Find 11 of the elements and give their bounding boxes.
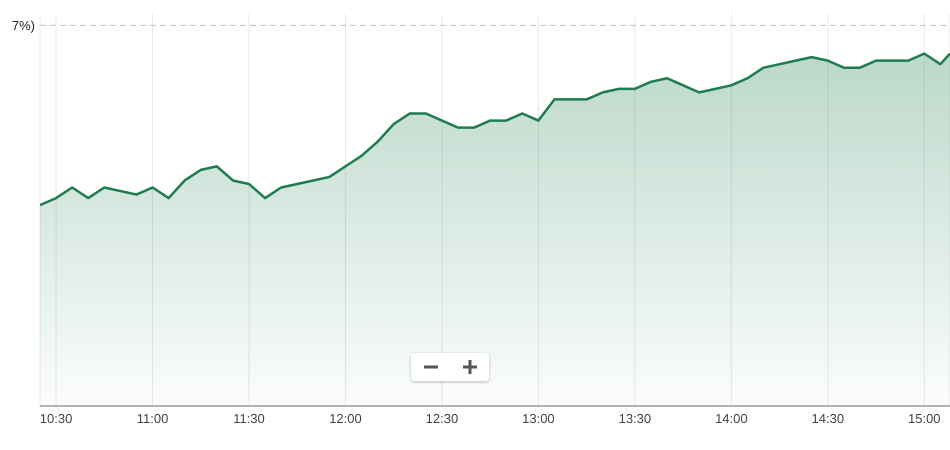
x-tick-label: 10:30 xyxy=(40,411,72,426)
x-tick-label: 11:00 xyxy=(136,411,168,426)
x-tick-label: 12:00 xyxy=(329,411,362,426)
x-tick-label: 13:30 xyxy=(618,411,652,426)
x-tick-label: 12:30 xyxy=(426,411,458,426)
x-tick-label: 14:30 xyxy=(812,411,844,426)
x-tick-label: 15:00 xyxy=(908,411,941,426)
x-tick-label: 14:00 xyxy=(715,411,748,426)
text: 7%) xyxy=(12,18,35,34)
x-tick-label: 13:00 xyxy=(522,411,555,426)
x-tick-label: 11:30 xyxy=(233,411,265,426)
